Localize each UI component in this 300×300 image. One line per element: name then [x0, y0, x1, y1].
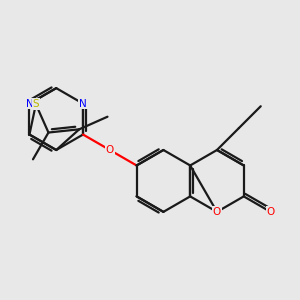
Text: O: O [266, 207, 275, 217]
Text: N: N [26, 99, 33, 109]
Text: N: N [79, 99, 87, 109]
Text: O: O [213, 207, 221, 217]
Text: S: S [33, 99, 39, 109]
Text: O: O [106, 145, 114, 155]
